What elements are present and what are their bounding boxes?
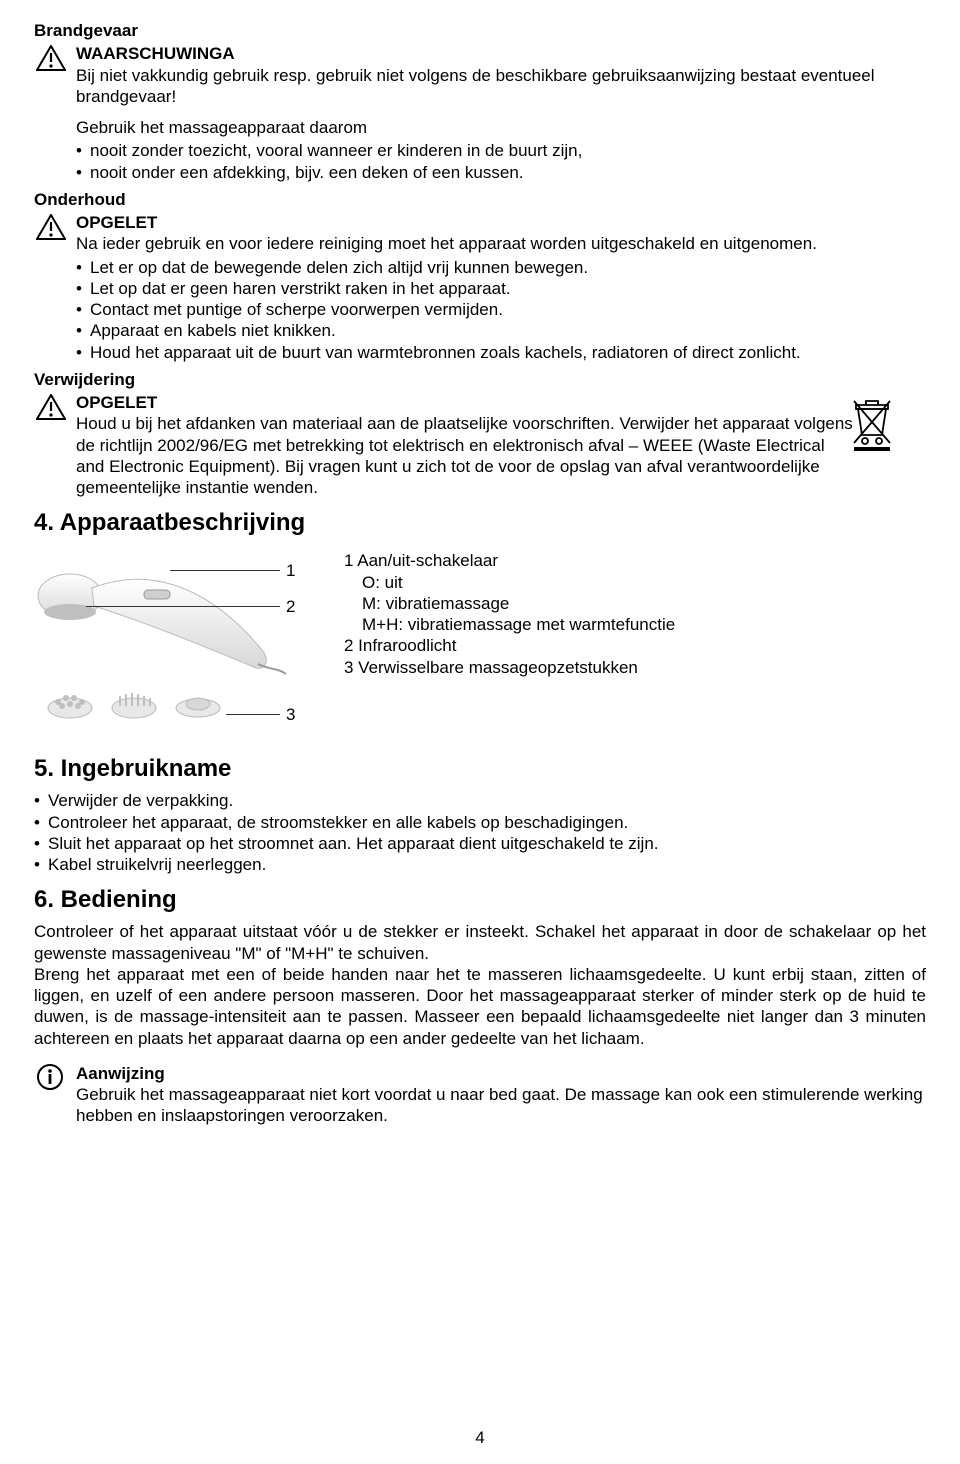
aanwijzing-body: Gebruik het massageapparaat niet kort vo… [76,1084,926,1127]
aanwijzing-title: Aanwijzing [76,1063,926,1084]
warn-label: OPGELET [76,392,856,413]
bediening-body: Controleer of het apparaat uitstaat vóór… [34,921,926,1049]
section-title-onderhoud: Onderhoud [34,189,926,210]
onderhoud-intro: Na ieder gebruik en voor iedere reinigin… [76,233,926,254]
callout-num-3: 3 [286,704,295,725]
list-item: Apparaat en kabels niet knikken. [76,320,926,341]
page-number: 4 [0,1427,960,1448]
weee-icon [848,395,896,458]
attachment-icon [44,684,96,725]
list-item: Verwijder de verpakking. [34,790,926,811]
warn-intro: Bij niet vakkundig gebruik resp. gebruik… [76,65,926,108]
legend-line: 2 Infraroodlicht [344,635,675,656]
warning-icon [36,214,66,240]
legend-line: 3 Verwisselbare massageopzetstukken [344,657,675,678]
device-diagram: 1 2 3 1 Aan/uit-schakelaar O: uit M: vib… [34,544,926,744]
section-title-verwijdering: Verwijdering [34,369,926,390]
section-title-brandgevaar: Brandgevaar [34,20,926,41]
list-item: nooit onder een afdekking, bijv. een dek… [76,162,926,183]
legend-line: M+H: vibratiemassage met warmtefunctie [344,614,675,635]
legend-line: 1 Aan/uit-schakelaar [344,550,675,571]
ingebruikname-bullets: Verwijder de verpakking. Controleer het … [34,790,926,875]
warn-lead: Gebruik het massageapparaat daarom [76,117,926,138]
attachment-icon [108,684,160,725]
legend-line: M: vibratiemassage [344,593,675,614]
verwijdering-body: Houd u bij het afdanken van materiaal aa… [76,413,856,498]
list-item: nooit zonder toezicht, vooral wanneer er… [76,140,926,161]
list-item: Kabel struikelvrij neerleggen. [34,854,926,875]
list-item: Contact met puntige of scherpe voorwerpe… [76,299,926,320]
list-item: Let er op dat de bewegende delen zich al… [76,257,926,278]
callout-num-1: 1 [286,560,295,581]
list-item: Sluit het apparaat op het stroomnet aan.… [34,833,926,854]
heading-apparaatbeschrijving: 4. Apparaatbeschrijving [34,508,926,538]
heading-bediening: 6. Bediening [34,885,926,915]
onderhoud-bullets: Let er op dat de bewegende delen zich al… [76,257,926,363]
diagram-legend: 1 Aan/uit-schakelaar O: uit M: vibratiem… [344,550,675,678]
list-item: Controleer het apparaat, de stroomstekke… [34,812,926,833]
list-item: Houd het apparaat uit de buurt van warmt… [76,342,926,363]
warning-icon [36,394,66,420]
info-icon [36,1063,64,1091]
warn-label: WAARSCHUWINGA [76,43,926,64]
attachment-icon [172,688,224,725]
warning-icon [36,45,66,71]
list-item: Let op dat er geen haren verstrikt raken… [76,278,926,299]
heading-ingebruikname: 5. Ingebruikname [34,754,926,784]
callout-num-2: 2 [286,596,295,617]
legend-line: O: uit [344,572,675,593]
warn-label: OPGELET [76,212,926,233]
brandgevaar-bullets: nooit zonder toezicht, vooral wanneer er… [76,140,926,183]
